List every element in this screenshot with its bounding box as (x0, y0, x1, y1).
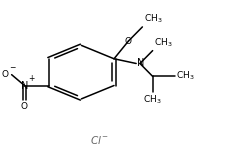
Text: O: O (21, 102, 28, 111)
Text: N: N (137, 59, 145, 68)
Text: CH$_3$: CH$_3$ (143, 94, 162, 106)
Text: CH$_3$: CH$_3$ (144, 12, 162, 25)
Text: O: O (2, 70, 9, 79)
Text: CH$_3$: CH$_3$ (154, 36, 172, 49)
Text: +: + (28, 74, 35, 83)
Text: CH$_3$: CH$_3$ (176, 69, 194, 82)
Text: N: N (21, 80, 28, 91)
Text: Cl$^-$: Cl$^-$ (90, 134, 109, 146)
Text: −: − (9, 63, 16, 72)
Text: O: O (125, 37, 132, 46)
